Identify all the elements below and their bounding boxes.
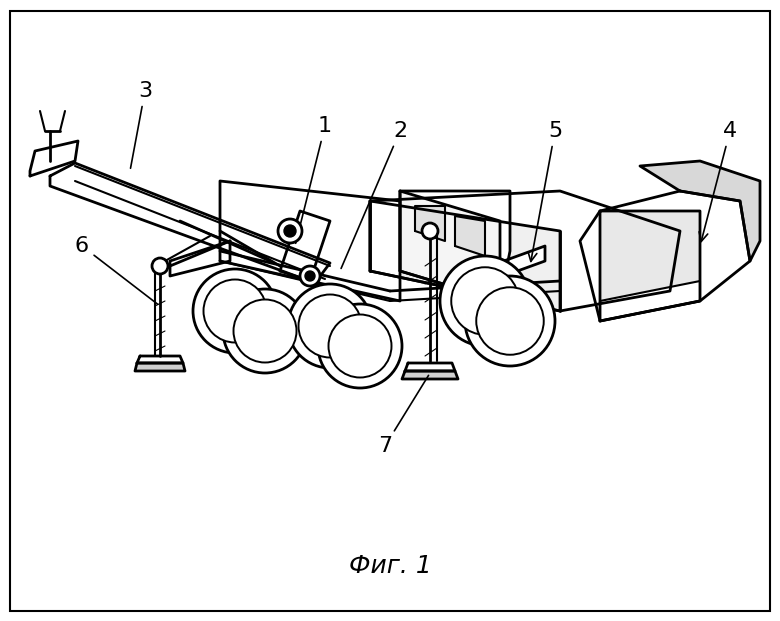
Text: 5: 5 xyxy=(528,121,562,261)
Polygon shape xyxy=(370,201,560,311)
Circle shape xyxy=(465,276,555,366)
Circle shape xyxy=(288,284,372,368)
Circle shape xyxy=(204,279,267,343)
Text: 6: 6 xyxy=(75,236,158,304)
Polygon shape xyxy=(370,191,680,311)
Polygon shape xyxy=(405,363,455,371)
Circle shape xyxy=(193,269,277,353)
Polygon shape xyxy=(580,191,750,321)
Polygon shape xyxy=(220,181,400,301)
Polygon shape xyxy=(30,141,78,176)
Text: 1: 1 xyxy=(296,116,332,243)
Text: 4: 4 xyxy=(699,121,737,242)
Polygon shape xyxy=(640,161,760,261)
Polygon shape xyxy=(400,191,500,301)
Circle shape xyxy=(440,256,530,346)
Text: 2: 2 xyxy=(341,121,407,268)
Text: Фиг. 1: Фиг. 1 xyxy=(349,554,431,578)
Circle shape xyxy=(328,314,392,378)
Polygon shape xyxy=(415,206,445,241)
Circle shape xyxy=(223,289,307,373)
Text: 7: 7 xyxy=(378,375,428,456)
Polygon shape xyxy=(50,163,330,283)
Circle shape xyxy=(477,288,544,355)
Polygon shape xyxy=(135,363,185,371)
Polygon shape xyxy=(400,191,510,301)
Polygon shape xyxy=(600,281,700,321)
Polygon shape xyxy=(402,371,458,379)
Circle shape xyxy=(305,271,315,281)
Circle shape xyxy=(452,267,519,335)
Circle shape xyxy=(318,304,402,388)
Circle shape xyxy=(233,299,296,363)
Circle shape xyxy=(152,258,168,274)
Polygon shape xyxy=(280,211,330,281)
Polygon shape xyxy=(137,356,183,363)
Circle shape xyxy=(278,219,302,243)
Circle shape xyxy=(284,225,296,237)
Polygon shape xyxy=(490,246,545,281)
Circle shape xyxy=(422,223,438,239)
Circle shape xyxy=(299,294,361,358)
Polygon shape xyxy=(600,211,700,321)
Polygon shape xyxy=(170,241,230,276)
Text: 3: 3 xyxy=(130,81,152,168)
Circle shape xyxy=(300,266,320,286)
Polygon shape xyxy=(455,216,485,256)
